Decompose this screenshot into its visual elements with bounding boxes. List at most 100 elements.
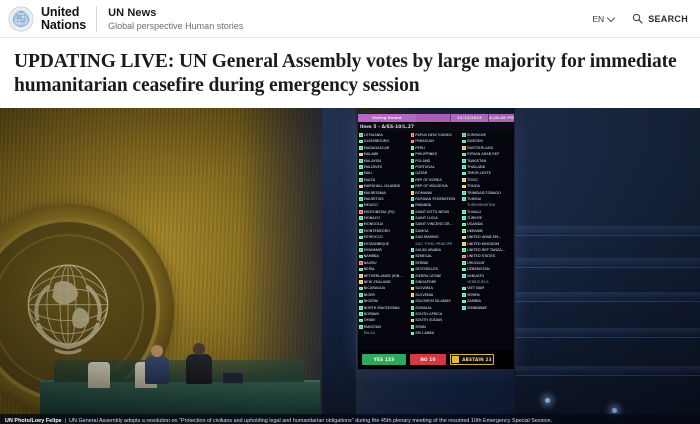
vote-swatch-yes-icon [410,171,415,176]
board-country-name: NAURU [363,260,377,265]
board-country-row: LITHUANIA [359,132,410,138]
board-country-name: REP OF KOREA [415,177,442,182]
board-country-row: SWEDEN [462,138,513,144]
board-country-row: MALDIVES [359,164,410,170]
board-country-row: MICRONESIA (FS) [359,209,410,215]
board-country-name: TONGA [466,184,480,189]
board-country-row: TRINIDAD-TOBAGO [462,190,513,196]
board-country-row: OMAN [359,317,410,323]
board-country-name: LUXEMBOURG [363,139,390,144]
board-country-row: SAINT KITTS-NEVIS [410,209,462,215]
board-country-row: SLOVENIA [410,292,462,298]
board-column-2: PAPUA NEW GUINEA PARAGUAY PERU PHILIPPINES P… [410,132,462,351]
board-country-name: MAURITANIA [363,190,387,195]
board-country-row: ZIMBABWE [462,305,513,311]
vote-swatch-no-icon [410,133,415,137]
board-country-name: VANUATU [466,273,485,278]
vote-swatch-yes-icon [359,235,363,240]
language-selector[interactable]: EN [592,14,615,24]
board-country-row: SAINT LUCIA [410,215,462,221]
board-country-name: SLOVENIA [415,292,434,297]
vote-swatch-yes-icon [359,305,363,310]
search-button[interactable]: SEARCH [632,13,688,24]
vote-swatch-yes-icon [359,242,363,246]
board-country-row: NORWAY [359,311,410,317]
vote-swatch-no-icon [410,139,415,144]
vote-swatch-yes-icon [462,305,466,310]
board-country-row: MAURITANIA [359,190,410,196]
board-country-name: RWANDA [415,203,432,208]
board-country-name: UGANDA [466,222,483,227]
board-country-row: PAPUA NEW GUINEA [410,132,462,138]
board-country-row: PHILIPPINES [410,151,462,157]
vote-swatch-yes-icon [462,139,466,144]
board-country-name: TOGO [466,177,478,182]
search-label: SEARCH [648,13,688,24]
board-country-name: SRI LANKA [415,331,435,336]
chevron-down-icon [608,15,615,22]
board-country-row: MONACO [359,215,410,221]
vote-swatch-yes-icon [410,312,415,316]
board-country-name: NEPAL [363,267,375,272]
vote-swatch-abs-icon [359,184,363,189]
board-country-name: MONACO [363,216,381,221]
vote-swatch-yes-icon [359,312,363,316]
vote-swatch-no-icon [359,210,363,214]
vote-swatch-yes-icon [410,305,415,310]
rostrum-laptop [222,372,244,384]
board-country-row: NICARAGUA [359,285,410,291]
board-country-row: THAILAND [462,164,513,170]
board-country-name: SOUTH SUDAN [415,318,442,323]
board-country-row: MAURITIUS [359,196,410,202]
vote-swatch-abs-icon [359,152,363,157]
delegate-seat-row [516,292,700,302]
assembly-rostrum [40,360,320,420]
board-country-name: MAURITIUS [363,196,384,201]
board-country-row: NIGERIA [359,298,410,304]
un-brand-link[interactable]: United Nations [8,6,86,32]
board-country-row: NAURU [359,260,410,266]
vote-swatch-yes-icon [410,261,415,265]
board-country-name: SOLOMON ISLANDS [415,299,451,304]
board-country-row: MONGOLIA [359,221,410,227]
board-country-name: SAINT VINCENT-GR... [415,222,453,227]
board-country-row: ROMANIA [410,190,462,196]
board-country-name: SERBIA [415,260,429,265]
board-country-row: RUSSIAN FEDERATION [410,196,462,202]
vote-swatch-yes-icon [410,254,415,259]
board-country-row: NETHERLANDS (KIN... [359,273,410,279]
un-news-home-link[interactable]: UN News Global perspective Human stories [108,7,243,31]
vote-swatch-yes-icon [410,248,415,253]
vote-swatch-no-icon [359,261,363,265]
board-country-row: PERU [410,145,462,151]
vote-swatch-yes-icon [359,254,363,259]
board-country-row: UNITED STATES [462,253,513,259]
board-country-name: PHILIPPINES [415,152,437,157]
board-country-name: UNITED REP TANZA... [466,248,506,253]
vote-swatch-yes-icon [462,299,466,304]
board-country-row: SYRIAN ARAB REP [462,151,513,157]
vote-swatch-yes-icon [462,261,466,265]
seated-delegate [145,345,169,384]
board-country-name: ZIMBABWE [466,305,487,310]
vote-swatch-yes-icon [410,184,415,189]
board-country-row: QATAR [410,170,462,176]
vote-swatch-yes-icon [410,210,415,214]
brand-line-1: United [41,4,80,19]
vote-swatch-yes-icon [359,318,363,323]
board-country-row: MALAYSIA [359,158,410,164]
tally-abstain: ABSTAIN 23 [450,354,494,365]
board-country-row: LUXEMBOURG [359,138,410,144]
vote-swatch-yes-icon [462,165,466,169]
board-country-row: URUGUAY [462,260,513,266]
vote-swatch-yes-icon [359,216,363,221]
board-country-name: URUGUAY [466,260,485,265]
vote-swatch-non-icon [462,204,466,208]
board-country-name: MOZAMBIQUE [363,241,389,246]
photo-caption-bar: UN Photo/Loey Felipe | UN General Assemb… [0,414,700,424]
board-country-name: SAMOA [415,228,429,233]
board-column-1: LITHUANIA LUXEMBOURG MADAGASCAR MALAWI MALAY… [359,132,410,351]
board-country-row: MEXICO [359,202,410,208]
vote-swatch-yes-icon [359,203,363,208]
vote-swatch-yes-icon [410,203,415,208]
